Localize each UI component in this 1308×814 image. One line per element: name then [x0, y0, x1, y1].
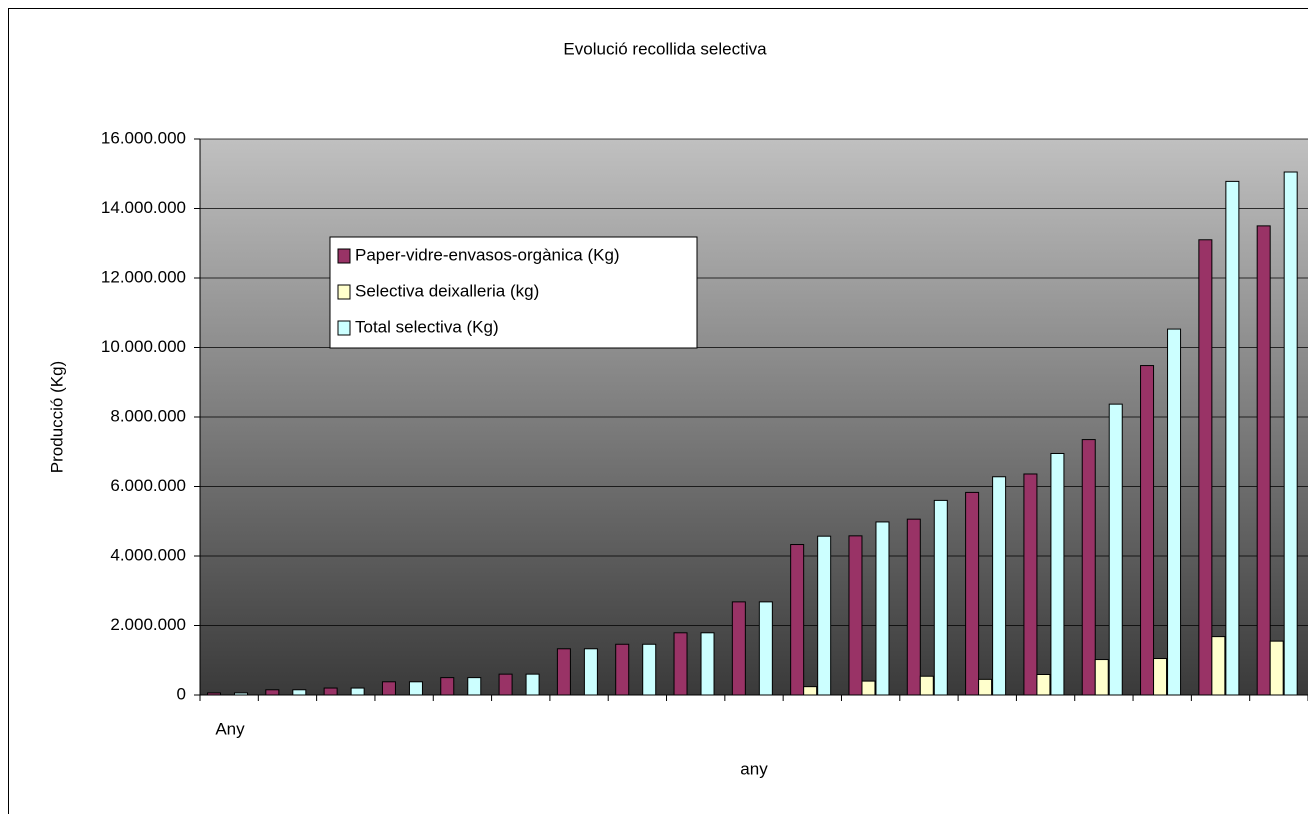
bar: [556, 648, 571, 696]
bar: [1283, 171, 1298, 696]
bar: [323, 687, 338, 696]
bar: [1094, 659, 1109, 696]
bar: [498, 673, 513, 696]
legend-swatch: [337, 284, 351, 300]
bar: [525, 673, 540, 696]
legend-swatch: [337, 248, 351, 264]
bar: [467, 677, 482, 696]
bar: [758, 601, 773, 696]
x-axis-title: any: [740, 759, 768, 778]
bar: [1256, 225, 1271, 696]
bar: [440, 677, 455, 696]
legend-label: Total selectiva (Kg): [355, 317, 499, 336]
y-tick-label: 8.000.000: [110, 406, 186, 425]
bar: [1167, 328, 1182, 696]
legend-label: Paper-vidre-envasos-orgànica (Kg): [355, 245, 620, 264]
bar: [1269, 640, 1284, 696]
bar: [1081, 439, 1096, 696]
x-tick-label: Any: [215, 719, 245, 738]
y-tick-label: 6.000.000: [110, 476, 186, 495]
bar: [700, 632, 715, 696]
bar: [731, 601, 746, 696]
bar: [583, 648, 598, 696]
bar: [992, 476, 1007, 696]
bar: [906, 518, 921, 696]
bar: [1036, 673, 1051, 696]
legend-box: [329, 236, 698, 349]
y-tick-label: 12.000.000: [101, 267, 186, 286]
bar: [408, 681, 423, 696]
legend-swatch: [337, 320, 351, 336]
bar: [292, 689, 307, 696]
bar: [642, 643, 657, 696]
y-tick-label: 0: [177, 684, 186, 703]
bar: [673, 632, 688, 696]
bar: [861, 680, 876, 696]
chart-title: Evolució recollida selectiva: [563, 39, 767, 58]
y-tick-label: 4.000.000: [110, 545, 186, 564]
bar: [1140, 365, 1155, 696]
bar: [919, 675, 934, 696]
y-tick-label: 2.000.000: [110, 615, 186, 634]
bar: [978, 678, 993, 696]
bar: [265, 689, 280, 696]
bar: [933, 499, 948, 696]
bar: [803, 686, 818, 696]
bar: [1108, 403, 1123, 696]
bar: [1023, 473, 1038, 696]
bar: [1225, 180, 1240, 696]
y-axis-title: Producció (Kg): [47, 361, 66, 473]
bar: [1198, 239, 1213, 696]
bar: [381, 681, 396, 696]
bar: [875, 521, 890, 696]
bar: [1050, 452, 1065, 696]
legend-label: Selectiva deixalleria (kg): [355, 281, 539, 300]
bar: [1211, 636, 1226, 696]
y-tick-label: 10.000.000: [101, 337, 186, 356]
bar: [1153, 658, 1168, 696]
bar: [817, 535, 832, 696]
bar: [848, 535, 863, 696]
bar: [790, 544, 805, 696]
bar: [615, 643, 630, 696]
bar: [350, 687, 365, 696]
y-tick-label: 14.000.000: [101, 198, 186, 217]
bar: [965, 491, 980, 696]
y-tick-label: 16.000.000: [101, 128, 186, 147]
